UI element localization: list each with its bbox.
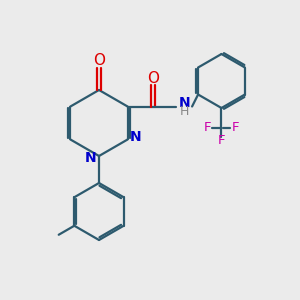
Text: H: H (180, 105, 189, 119)
Text: N: N (85, 152, 96, 165)
Text: O: O (147, 71, 159, 86)
Text: F: F (232, 121, 240, 134)
Text: N: N (130, 130, 142, 144)
Text: O: O (93, 53, 105, 68)
Text: N: N (178, 96, 190, 110)
Text: F: F (218, 134, 225, 147)
Text: F: F (203, 121, 211, 134)
